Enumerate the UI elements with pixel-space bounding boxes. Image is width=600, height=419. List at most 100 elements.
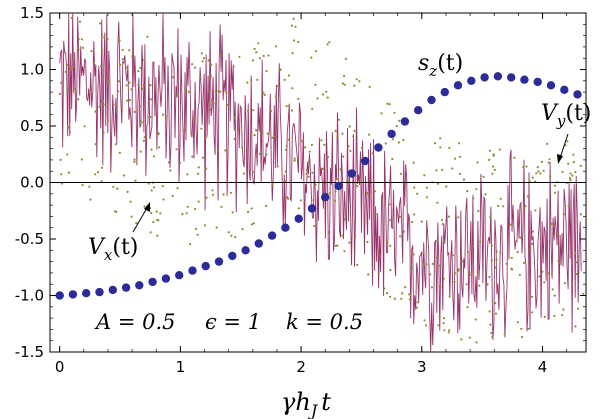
vy-point bbox=[425, 186, 428, 189]
vy-point bbox=[297, 40, 300, 44]
vy-point bbox=[305, 169, 308, 172]
vy-point bbox=[521, 335, 524, 339]
vy-point bbox=[571, 174, 574, 177]
vy-point bbox=[233, 137, 236, 141]
vy-point bbox=[488, 275, 491, 279]
vy-point bbox=[577, 307, 580, 310]
vy-point bbox=[448, 329, 451, 332]
vy-point bbox=[125, 66, 128, 69]
vy-point bbox=[478, 284, 481, 287]
vy-point bbox=[492, 154, 495, 157]
sz-point bbox=[95, 287, 104, 297]
vy-point bbox=[547, 161, 550, 164]
vy-point bbox=[513, 156, 516, 159]
vy-point bbox=[212, 102, 215, 105]
vy-point bbox=[493, 168, 496, 171]
sz-point bbox=[161, 274, 171, 283]
vy-point bbox=[550, 222, 553, 226]
vy-point bbox=[413, 186, 416, 189]
vy-point bbox=[416, 301, 419, 304]
sz-label: sz(t) bbox=[418, 51, 463, 80]
vy-point bbox=[404, 286, 407, 289]
vy-point bbox=[494, 266, 497, 269]
vy-point bbox=[114, 143, 117, 146]
vy-point bbox=[486, 283, 489, 286]
vy-point bbox=[423, 319, 426, 322]
vy-point bbox=[117, 90, 120, 93]
vy-point bbox=[98, 105, 101, 108]
vy-point bbox=[445, 185, 448, 188]
vy-point bbox=[323, 143, 326, 146]
vy-point bbox=[77, 48, 80, 51]
vy-point bbox=[344, 57, 347, 61]
vy-point bbox=[386, 240, 389, 244]
vy-point bbox=[80, 158, 83, 161]
vy-point bbox=[310, 56, 313, 59]
vy-point bbox=[246, 81, 249, 84]
vy-point bbox=[341, 132, 344, 135]
vy-point bbox=[439, 137, 442, 140]
y-tick-label: 1.5 bbox=[20, 4, 44, 22]
vy-point bbox=[101, 141, 104, 144]
vy-point bbox=[88, 185, 91, 188]
vy-point bbox=[204, 136, 207, 140]
vy-point bbox=[83, 125, 86, 128]
vy-point bbox=[279, 68, 282, 71]
vy-point bbox=[271, 184, 274, 187]
vy-point bbox=[200, 127, 203, 130]
vy-point bbox=[574, 170, 577, 174]
vy-point bbox=[543, 281, 546, 284]
vy-point bbox=[402, 139, 405, 142]
vy-point bbox=[490, 244, 493, 247]
vy-point bbox=[68, 131, 71, 134]
vy-point bbox=[78, 20, 82, 23]
vy-point bbox=[451, 167, 454, 170]
vy-point bbox=[130, 215, 133, 218]
vy-point bbox=[312, 198, 315, 202]
vy-point bbox=[162, 113, 165, 116]
vy-point bbox=[383, 287, 386, 290]
vy-point bbox=[193, 66, 197, 69]
vy-point bbox=[109, 153, 112, 156]
sz-point bbox=[121, 283, 131, 292]
vy-point bbox=[398, 119, 401, 122]
vy-point bbox=[448, 295, 451, 298]
vy-point bbox=[210, 63, 213, 66]
vy-point bbox=[220, 205, 223, 208]
vy-point bbox=[230, 234, 233, 237]
vy-point bbox=[524, 205, 527, 208]
vy-point bbox=[516, 251, 519, 254]
vy-point bbox=[291, 87, 294, 90]
vy-point bbox=[252, 109, 255, 112]
vy-point bbox=[320, 139, 323, 142]
vy-point bbox=[271, 136, 274, 139]
vy-point bbox=[402, 230, 405, 233]
vy-point bbox=[307, 175, 310, 178]
vy-point bbox=[262, 91, 265, 94]
vy-point bbox=[377, 249, 380, 252]
vy-point bbox=[531, 230, 535, 233]
vy-point bbox=[360, 146, 363, 149]
vy-point bbox=[102, 131, 105, 134]
vy-point bbox=[389, 268, 392, 272]
vy-point bbox=[276, 165, 279, 168]
vy-point bbox=[371, 152, 374, 155]
vy-point bbox=[231, 211, 234, 214]
vy-point bbox=[80, 38, 83, 41]
vy-point bbox=[574, 251, 577, 255]
vy-point bbox=[103, 36, 106, 39]
sz-point bbox=[254, 239, 263, 248]
vy-point bbox=[141, 87, 144, 90]
vy-point bbox=[134, 179, 137, 182]
vy-point bbox=[389, 295, 392, 298]
vy-point bbox=[274, 95, 277, 98]
vy-point bbox=[353, 84, 356, 87]
vy-point bbox=[60, 81, 63, 85]
vy-point bbox=[538, 275, 541, 278]
vy-point bbox=[354, 221, 357, 224]
y-tick-label: 0.5 bbox=[20, 117, 44, 135]
vy-point bbox=[263, 93, 266, 96]
vy-point bbox=[553, 314, 556, 317]
vy-point bbox=[137, 70, 140, 73]
param-A: A = 0.5 bbox=[94, 310, 176, 334]
